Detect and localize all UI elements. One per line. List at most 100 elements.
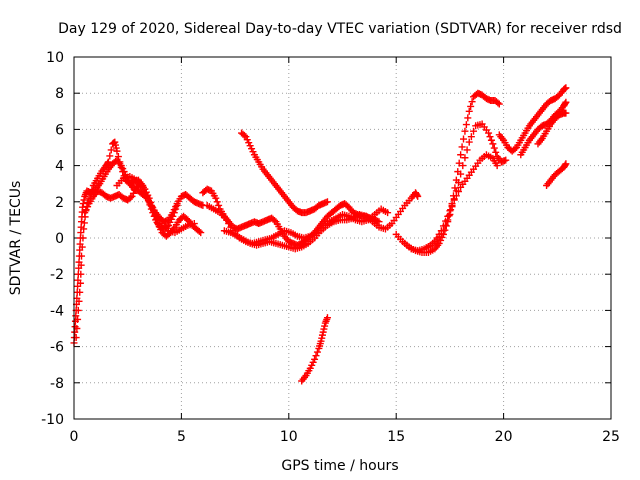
data-point xyxy=(493,162,501,170)
x-tick-label: 20 xyxy=(495,429,513,445)
data-point xyxy=(457,170,465,178)
y-tick-label: 10 xyxy=(46,50,64,66)
data-point xyxy=(143,194,151,202)
series-arc-12 xyxy=(424,151,501,251)
data-point xyxy=(141,189,149,197)
data-point xyxy=(485,129,493,137)
plot-points xyxy=(70,84,570,385)
x-tick-label: 10 xyxy=(280,429,298,445)
data-point xyxy=(511,145,519,153)
data-point xyxy=(225,220,233,228)
data-point xyxy=(77,270,85,278)
data-point xyxy=(435,230,443,238)
data-point xyxy=(213,198,221,206)
data-point xyxy=(147,202,155,210)
data-point xyxy=(117,163,125,171)
data-point xyxy=(311,355,319,363)
data-point xyxy=(492,148,500,156)
y-tick-label: 2 xyxy=(55,195,64,211)
data-point xyxy=(463,146,471,154)
data-point xyxy=(442,217,450,225)
data-point xyxy=(172,205,180,213)
x-tick-label: 15 xyxy=(387,429,405,445)
data-point xyxy=(145,198,153,206)
data-point xyxy=(73,325,81,332)
x-axis-label: GPS time / hours xyxy=(281,458,398,474)
data-point xyxy=(562,98,570,106)
data-point xyxy=(431,238,439,246)
series-arc-15 xyxy=(534,109,570,148)
data-point xyxy=(452,192,460,200)
data-point xyxy=(139,185,147,193)
data-point xyxy=(462,121,470,129)
data-point xyxy=(127,194,135,202)
data-point xyxy=(74,315,82,323)
data-point xyxy=(114,153,122,161)
data-point xyxy=(104,158,112,166)
data-point xyxy=(78,243,86,251)
data-point xyxy=(467,102,475,110)
y-tick-label: 6 xyxy=(55,122,64,138)
data-point xyxy=(454,178,462,186)
data-point xyxy=(384,209,392,217)
data-point xyxy=(80,219,88,227)
data-point xyxy=(455,159,463,167)
data-point xyxy=(502,156,510,164)
data-point xyxy=(215,201,223,209)
data-point xyxy=(490,144,498,152)
grid xyxy=(74,57,611,419)
data-point xyxy=(323,314,331,322)
y-tick-label: 8 xyxy=(55,86,64,102)
data-point xyxy=(433,234,441,242)
data-point xyxy=(76,279,84,287)
y-tick-label: -2 xyxy=(50,267,64,283)
data-point xyxy=(74,306,82,314)
data-point xyxy=(88,186,96,194)
x-tick-label: 0 xyxy=(70,429,79,445)
axis-ticks: 0 5 10 15 20 25 -10 -8 -6 -4 -2 0 2 4 6 8 10 xyxy=(41,50,620,445)
data-point xyxy=(450,196,458,204)
series-arc-4 xyxy=(113,172,198,237)
series-arc-13 xyxy=(495,84,570,155)
data-point xyxy=(190,220,198,228)
data-point xyxy=(464,114,472,122)
data-point xyxy=(75,297,83,305)
data-point xyxy=(444,212,452,220)
data-point xyxy=(240,131,248,139)
data-point xyxy=(197,229,205,237)
data-point xyxy=(79,234,87,242)
data-point xyxy=(170,209,178,217)
data-point xyxy=(468,98,476,106)
data-point xyxy=(562,84,570,92)
data-point xyxy=(561,99,569,107)
series-arc-10 xyxy=(392,89,503,256)
data-point xyxy=(223,216,231,224)
data-point xyxy=(149,206,157,214)
series-arc-9 xyxy=(298,314,331,385)
x-tick-label: 5 xyxy=(177,429,186,445)
data-point xyxy=(495,100,503,108)
data-point xyxy=(562,109,570,117)
data-point xyxy=(437,227,445,235)
data-point xyxy=(173,201,181,209)
data-point xyxy=(169,212,177,220)
data-point xyxy=(461,127,469,135)
data-point xyxy=(104,159,112,167)
data-point xyxy=(413,191,421,199)
data-point xyxy=(212,194,220,202)
data-point xyxy=(323,198,331,206)
data-point xyxy=(467,133,475,141)
data-point xyxy=(80,225,88,233)
data-point xyxy=(457,151,465,159)
data-point xyxy=(414,192,422,200)
y-tick-label: -8 xyxy=(50,376,64,392)
data-point xyxy=(465,138,473,146)
data-point xyxy=(313,348,321,356)
data-point xyxy=(77,261,85,269)
y-tick-label: -6 xyxy=(50,340,64,356)
data-point xyxy=(458,143,466,151)
series-arc-16 xyxy=(543,160,570,190)
data-point xyxy=(489,140,497,148)
y-tick-label: 4 xyxy=(55,159,64,175)
data-point xyxy=(106,152,114,160)
